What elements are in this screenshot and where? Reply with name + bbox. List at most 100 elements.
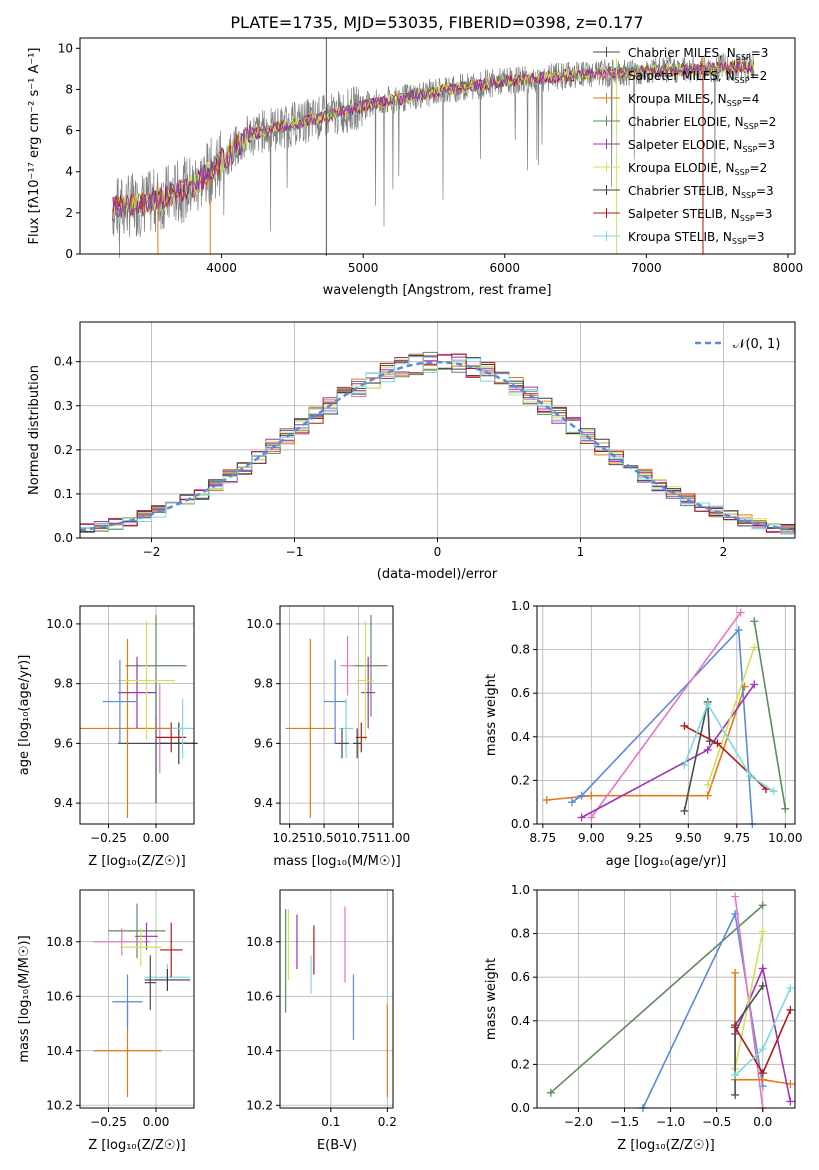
x-tick-label: 10.25 [272, 831, 306, 845]
observed-spectrum-line [112, 52, 755, 259]
x-tick-label: 10.75 [341, 831, 375, 845]
legend-label-count: =3 [756, 184, 774, 198]
series-line [546, 686, 746, 801]
legend-label: Chabrier ELODIE, NSSP=2 [628, 115, 776, 131]
x-tick-label: 10.00 [768, 831, 802, 845]
x-axis-label: Z [log₁₀(Z/Z☉)] [88, 1138, 185, 1153]
chart-title: PLATE=1735, MJD=53035, FIBERID=0398, z=0… [230, 13, 643, 32]
y-tick-label: 10.8 [246, 935, 273, 949]
x-tick-label: −2 [143, 545, 161, 559]
series-line [590, 612, 742, 818]
y-tick-label: 0.8 [511, 927, 530, 941]
x-axis-label: mass [log₁₀(M/M☉)] [273, 854, 400, 869]
legend-label-count: =2 [750, 161, 768, 175]
mass-vs-EBV-panel: 0.1 0.2 10.2 10.4 10.6 10.8 E(B-V) [246, 889, 397, 1153]
y-axis-label: age [log₁₀(age/yr)] [17, 655, 32, 776]
legend-label-subscript: SSP [742, 145, 757, 154]
y-tick-label: 0.0 [511, 1101, 530, 1115]
legend-label-text: Salpeter MILES, N [628, 69, 735, 83]
x-tick-label: −1 [286, 545, 304, 559]
y-tick-label: 0 [65, 247, 73, 261]
x-tick-label: 2 [720, 545, 728, 559]
legend-label-count: =3 [751, 46, 769, 60]
y-axis-label: mass weight [484, 674, 499, 756]
legend-label-subscript: SSP [735, 76, 750, 85]
y-tick-label: 0.0 [54, 531, 73, 545]
legend-label-count: =3 [757, 138, 775, 152]
x-axis-label: age [log₁₀(age/yr)] [606, 854, 727, 869]
x-tick-label: −2.0 [564, 1115, 593, 1129]
x-tick-label: 0 [434, 545, 442, 559]
y-tick-label: 0.8 [511, 643, 530, 657]
legend-label: Kroupa STELIB, NSSP=3 [628, 230, 765, 246]
legend-label-subscript: SSP [744, 122, 759, 131]
age-vs-mass-panel: 10.25 10.50 10.75 11.00 9.4 9.6 9.8 10.0 mass [… [246, 605, 410, 869]
series-line [734, 931, 764, 1069]
legend-label: Salpeter MILES, NSSP=2 [628, 69, 767, 85]
y-tick-label: 10.2 [46, 1098, 73, 1112]
y-tick-label: 9.8 [254, 677, 273, 691]
series-line [550, 904, 764, 1094]
plot-frame [79, 37, 796, 255]
legend-label-text: Kroupa ELODIE, N [628, 161, 735, 175]
y-tick-label: 9.4 [54, 796, 73, 810]
y-tick-label: 0.6 [511, 686, 530, 700]
legend-label-subscript: SSP [727, 99, 742, 108]
legend-label: Chabrier MILES, NSSP=3 [628, 46, 768, 62]
x-tick-label: 9.25 [626, 831, 653, 845]
mass-vs-Z-panel: −0.25 0.00 10.2 10.4 10.6 10.8 Z [log₁₀(Z/Z☉)… [17, 889, 195, 1153]
x-tick-label: 4000 [206, 261, 237, 275]
legend-label-subscript: SSP [736, 53, 751, 62]
legend-label-count: =3 [747, 230, 765, 244]
x-tick-label: 9.50 [675, 831, 702, 845]
legend-label-count: =4 [742, 92, 760, 106]
series-line [753, 621, 787, 809]
residual-histogram-panel: −2 −1 0 1 2 0.0 0.1 0.2 0.3 0.4 (data-model)/erro… [27, 321, 796, 582]
y-tick-label: 10.8 [46, 935, 73, 949]
y-tick-label: 0.4 [511, 730, 530, 744]
legend-label: Salpeter STELIB, NSSP=3 [628, 207, 772, 223]
y-tick-label: 8 [65, 82, 73, 96]
mass-weight-vs-age-panel: 8.75 9.00 9.25 9.50 9.75 10.00 0.0 0.2 0.4 0.6 0.8… [484, 599, 802, 869]
plot-frame [79, 605, 195, 825]
legend-label-text: Chabrier ELODIE, N [628, 115, 744, 129]
y-axis-label: mass [log₁₀(M/M☉)] [17, 935, 32, 1062]
x-tick-label: 0.00 [143, 1115, 170, 1129]
x-axis-label: E(B-V) [317, 1138, 357, 1153]
y-tick-label: 9.4 [254, 796, 273, 810]
y-tick-label: 2 [65, 206, 73, 220]
x-tick-label: −1.0 [656, 1115, 685, 1129]
series-line [683, 702, 775, 792]
legend-label-text: Salpeter STELIB, N [628, 207, 740, 221]
model-spectrum-line [112, 60, 755, 222]
series-line [571, 628, 754, 825]
legend-label-count: =3 [755, 207, 773, 221]
mass-weight-vs-Z-panel: −2.0 −1.5 −1.0 −0.5 0.0 0.0 0.2 0.4 0.6 0.8 1.0 Z … [484, 883, 796, 1153]
legend-label-subscript: SSP [741, 191, 756, 200]
y-tick-label: 6 [65, 124, 73, 138]
x-tick-label: 7000 [631, 261, 662, 275]
plot-frame [536, 605, 796, 825]
legend-label-count: =2 [750, 69, 768, 83]
legend-label-text: Chabrier STELIB, N [628, 184, 741, 198]
x-tick-label: −1.5 [610, 1115, 639, 1129]
x-axis-label: Z [log₁₀(Z/Z☉)] [88, 854, 185, 869]
x-axis-label: (data-model)/error [377, 567, 498, 582]
legend-label-subscript: SSP [735, 168, 750, 177]
y-tick-label: 10.0 [46, 617, 73, 631]
y-tick-label: 0.4 [511, 1014, 530, 1028]
x-axis-label: wavelength [Angstrom, rest frame] [323, 283, 552, 298]
y-tick-label: 0.4 [54, 355, 73, 369]
y-tick-label: 1.0 [511, 883, 530, 897]
age-vs-Z-panel: −0.25 0.00 9.4 9.6 9.8 10.0 Z [log₁₀(Z/Z☉)] a… [17, 605, 198, 869]
model-spectrum-line [112, 61, 754, 221]
legend-label-text: Kroupa MILES, N [628, 92, 727, 106]
x-tick-label: 11.00 [376, 831, 410, 845]
y-tick-label: 9.6 [54, 736, 73, 750]
x-tick-label: 8.75 [529, 831, 556, 845]
y-tick-label: 10.4 [246, 1044, 273, 1058]
x-tick-label: 6000 [489, 261, 520, 275]
legend-gauss-label: 𝒩(0, 1) [733, 337, 780, 352]
y-tick-label: 0.3 [54, 399, 73, 413]
